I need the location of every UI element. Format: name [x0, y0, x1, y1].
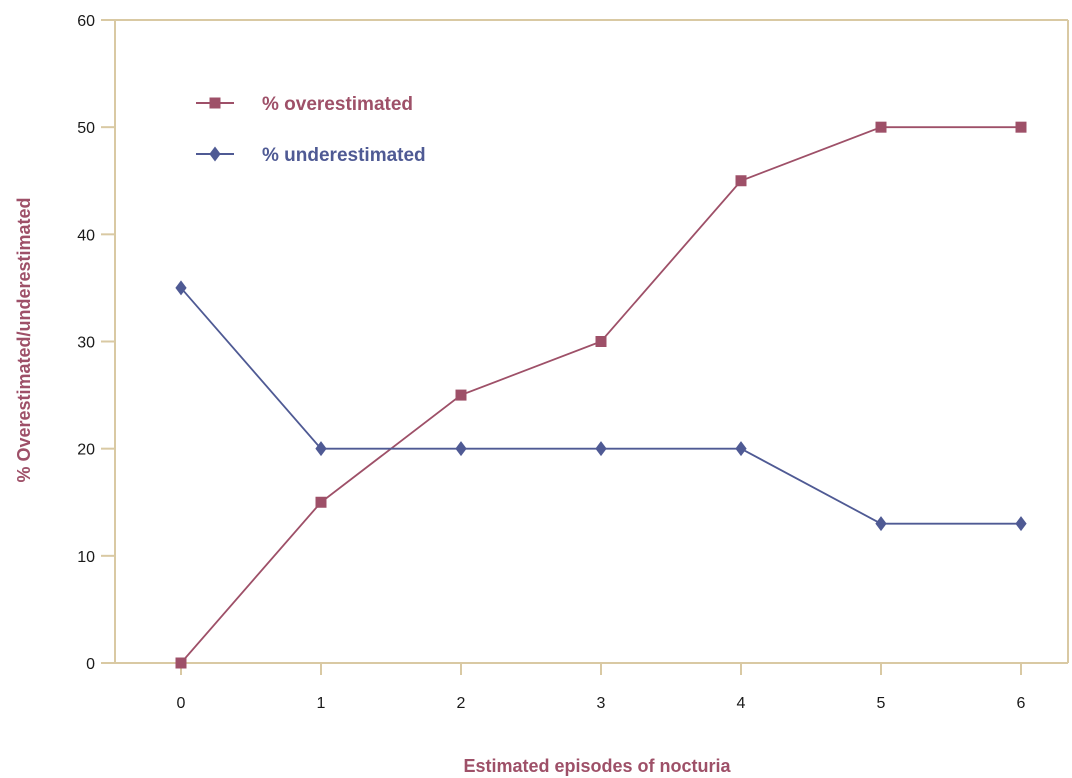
data-point: [735, 441, 747, 457]
data-point: [455, 389, 467, 401]
axes: 0 10 20 30 40 50 60 0 1 2 3 4 5 6: [77, 13, 1069, 712]
legend-item: % underestimated: [196, 145, 426, 166]
x-tick-label: 4: [737, 695, 746, 712]
series-line: [180, 287, 1021, 525]
x-tick-label: 3: [597, 695, 606, 712]
y-axis-title: % Overestimated/underestimated: [14, 197, 34, 482]
legend-marker: [209, 146, 221, 162]
data-point: [315, 496, 327, 508]
data-point: [315, 441, 327, 457]
data-point: [735, 175, 747, 187]
data-point: [595, 441, 607, 457]
legend-marker: [209, 97, 221, 109]
data-point: [595, 336, 607, 347]
legend-label: % underestimated: [262, 145, 426, 166]
x-axis-title: Estimated episodes of nocturia: [463, 756, 731, 776]
y-tick-label: 30: [77, 335, 95, 352]
data-point: [875, 516, 887, 532]
legend: % overestimated % underestimated: [196, 94, 426, 166]
x-tick-label: 5: [877, 695, 886, 712]
x-tick-label: 6: [1017, 695, 1026, 712]
data-point: [455, 441, 467, 457]
y-tick-label: 0: [86, 656, 95, 673]
x-tick-label: 2: [457, 695, 466, 712]
series-overestimated: [175, 121, 1027, 669]
data-point: [1015, 121, 1027, 133]
y-tick-label: 10: [77, 549, 95, 566]
legend-item: % overestimated: [196, 94, 413, 115]
data-point: [175, 657, 187, 669]
y-tick-label: 20: [77, 442, 95, 459]
series-underestimated: [175, 280, 1027, 532]
y-tick-label: 50: [77, 120, 95, 137]
data-point: [875, 121, 887, 133]
data-point: [1015, 516, 1027, 532]
data-point: [175, 280, 187, 296]
y-tick-label: 40: [77, 227, 95, 244]
series-lines: [175, 121, 1027, 669]
y-tick-label: 60: [77, 13, 95, 30]
legend-label: % overestimated: [262, 94, 413, 115]
x-tick-label: 1: [317, 695, 326, 712]
x-tick-label: 0: [177, 695, 186, 712]
series-line: [180, 126, 1021, 664]
